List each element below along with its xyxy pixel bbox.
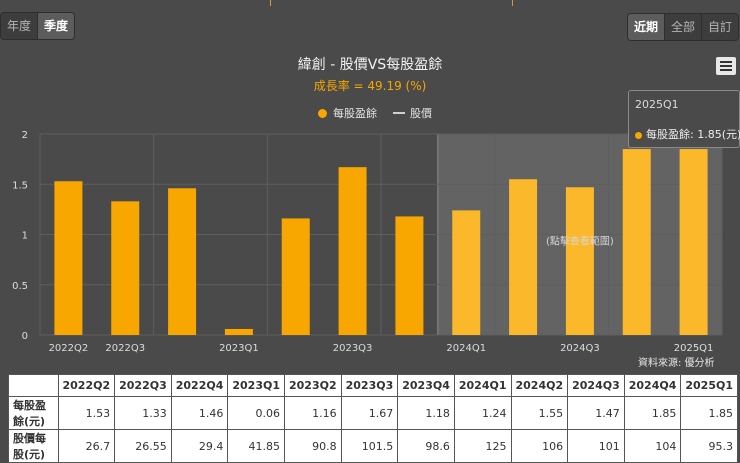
table-cell: 1.46 [170,396,229,430]
range-toggle: 近期 全部 自訂 [627,13,740,41]
eps-bar[interactable] [168,188,197,335]
data-table: 2022Q2 2022Q3 2022Q4 2023Q1 2023Q2 2023Q3 2023… [8,374,738,463]
table-column-header: 2022Q2 [57,374,116,397]
table-column-header: 2022Q3 [114,374,172,397]
quarterly-button[interactable]: 季度 [37,13,75,39]
x-tick-label: 2023Q3 [333,343,373,354]
chart-title: 緯創 - 股價VS每股盈餘 [297,57,443,73]
tooltip-value: 1.85(元) [697,128,740,141]
table-cell: 1.33 [114,396,172,430]
table-row-label: 每股盈餘(元) [8,396,59,430]
table-cell: 1.55 [510,396,569,430]
tooltip-marker [635,131,642,139]
eps-bar[interactable] [338,167,367,335]
x-tick-label: 2022Q3 [105,343,145,354]
table-column-header: 2024Q4 [623,374,682,397]
eps-bar[interactable] [622,149,651,335]
table-column-header: 2024Q2 [510,374,569,397]
table-cell: 26.7 [57,429,116,463]
table-cell: 1.67 [340,396,399,430]
highlight-band-label: (點擊查看範圍) [546,235,614,248]
eps-bar[interactable] [565,187,594,335]
table-cell: 125 [453,429,512,463]
eps-bar[interactable] [54,181,83,335]
custom-button[interactable]: 自訂 [701,14,738,40]
recent-button[interactable]: 近期 [628,14,665,40]
y-tick-label: 1.5 [12,180,28,191]
legend-price-label[interactable]: 股價 [410,107,432,120]
x-tick-label: 2024Q1 [446,343,486,354]
annual-button[interactable]: 年度 [7,19,32,33]
y-tick-label: 0 [22,331,28,342]
chart-tooltip: 2025Q1 每股盈餘: 1.85(元) [628,90,740,148]
table-cell: 1.53 [57,396,116,430]
eps-bar[interactable] [395,216,424,335]
eps-bar[interactable] [224,328,253,335]
table-cell: 101 [567,429,625,463]
table-column-header: 2025Q1 [680,374,738,397]
y-tick-label: 2 [22,130,28,141]
all-button[interactable]: 全部 [664,14,701,40]
top-divider-mark [270,0,271,6]
table-header-row: 2022Q2 2022Q3 2022Q4 2023Q1 2023Q2 2023Q3 2023… [8,374,738,397]
eps-bar[interactable] [111,201,140,335]
table-cell: 106 [510,429,569,463]
eps-bar[interactable] [452,210,481,335]
eps-bar[interactable] [509,179,538,335]
legend-eps-label[interactable]: 每股盈餘 [333,107,377,120]
eps-bar[interactable] [281,218,310,335]
table-cell: 95.3 [680,429,738,463]
table-cell: 1.24 [453,396,512,430]
chart-subtitle: 成長率 = 49.19 (%) [313,79,427,93]
table-cell: 1.85 [680,396,738,430]
table-cell: 1.18 [397,396,455,430]
table-column-header: 2024Q1 [453,374,512,397]
table-column-header: 2023Q2 [284,374,342,397]
table-column-header: 2024Q3 [567,374,625,397]
table-row: 每股盈餘(元) 1.53 1.33 1.46 0.06 1.16 1.67 1.18 1.24 1… [8,396,738,430]
y-tick-label: 0.5 [12,281,28,292]
y-tick-label: 1 [22,231,28,242]
tooltip-series: 每股盈餘 [646,128,690,141]
table-column-header: 2023Q4 [397,374,455,397]
period-toggle: 年度 季度 [0,12,76,40]
table-column-header: 2022Q4 [170,374,229,397]
table-corner-cell [8,374,59,397]
legend-eps-marker [318,108,327,118]
x-tick-label: 2025Q1 [674,343,714,354]
legend-price-marker [393,112,405,114]
table-column-header: 2023Q3 [340,374,399,397]
eps-bar-chart: 0 0.5 1 1.5 2 2022Q2 2022Q3 2023Q1 2023Q3 2024Q1 2… [12,130,723,354]
x-tick-label: 2022Q2 [49,343,89,354]
table-cell: 101.5 [340,429,399,463]
hamburger-menu-icon[interactable] [716,57,736,75]
top-divider-mark [512,0,513,6]
table-cell: 1.16 [284,396,342,430]
table-column-header: 2023Q1 [227,374,285,397]
chart-legend: 每股盈餘 股價 [318,105,432,121]
table-cell: 1.85 [623,396,682,430]
tooltip-category: 2025Q1 [635,98,679,111]
x-tick-label: 2023Q1 [219,343,259,354]
table-cell: 1.47 [567,396,625,430]
table-cell: 0.06 [227,396,285,430]
eps-bar[interactable] [679,149,708,335]
tooltip-row: 每股盈餘: 1.85(元) [635,126,740,142]
data-source: 資料來源: 優分析 [638,358,715,369]
x-tick-label: 2024Q3 [560,343,600,354]
